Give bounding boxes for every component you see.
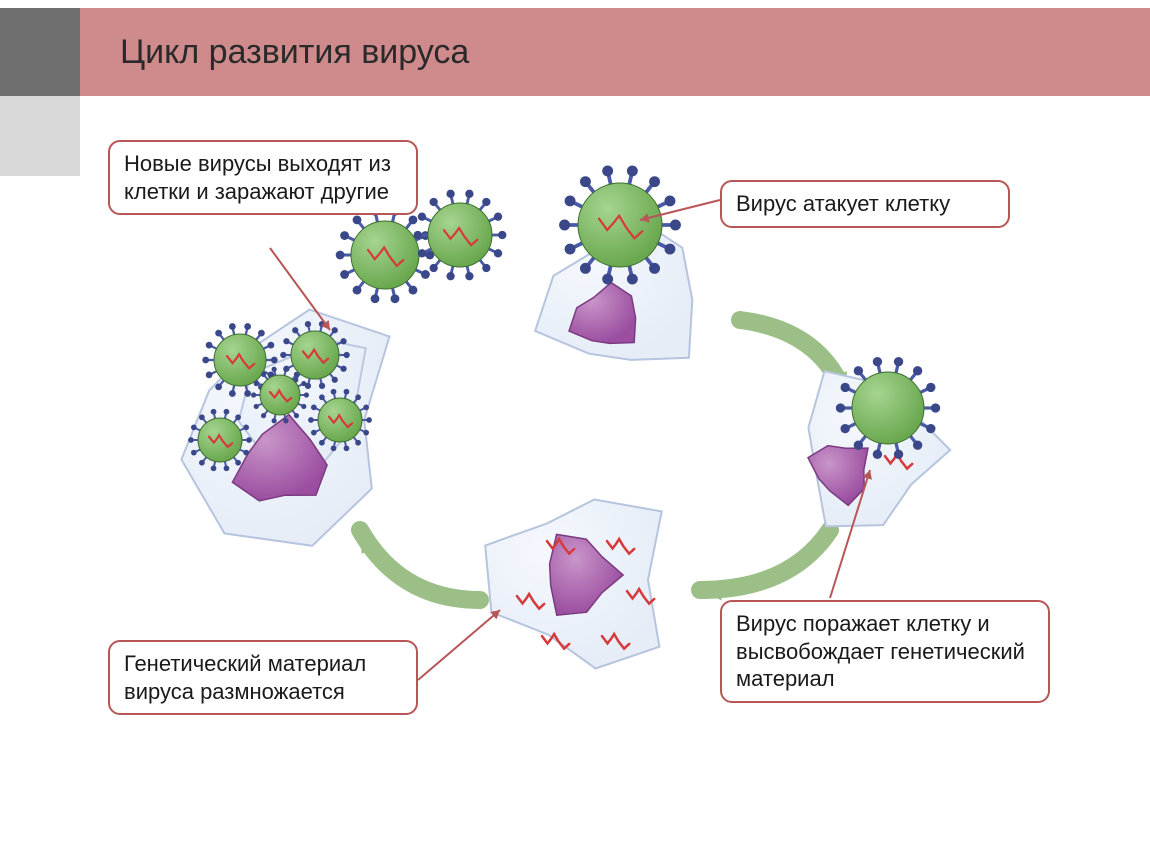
virus	[336, 207, 435, 303]
diagram-svg	[0, 0, 1150, 864]
below-accent-block	[0, 96, 80, 176]
cell-cell_burst	[181, 310, 389, 546]
virus	[280, 321, 350, 389]
virus	[836, 357, 940, 459]
cell-cell_attack	[535, 217, 692, 360]
virus	[414, 190, 507, 281]
virus	[188, 409, 252, 471]
callout-c4: Генетический материал вируса размножаетс…	[108, 640, 418, 715]
virus	[308, 389, 372, 451]
cell-cell_replicate	[485, 500, 662, 669]
side-accent-block	[0, 8, 80, 96]
virus	[202, 323, 277, 397]
callout-c2: Вирус атакует клетку	[720, 180, 1010, 228]
callout-c3: Вирус поражает клетку и высвобождает ген…	[720, 600, 1050, 703]
virus	[559, 165, 681, 284]
cell-cell_infect	[808, 371, 950, 526]
slide-container: Цикл развития вируса Новые вирусы выходя…	[0, 0, 1150, 864]
callout-c1: Новые вирусы выходят из клетки и заражаю…	[108, 140, 418, 215]
slide-title: Цикл развития вируса	[120, 33, 469, 72]
flow-arrows	[360, 320, 847, 600]
title-bar: Цикл развития вируса	[80, 8, 1150, 96]
virus	[251, 367, 309, 424]
